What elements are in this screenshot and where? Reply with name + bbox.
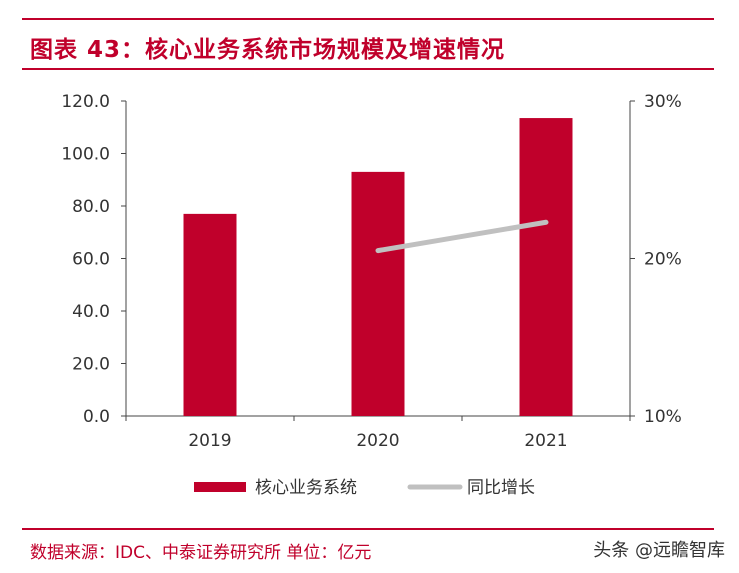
chart-legend: 核心业务系统 同比增长 <box>194 478 535 498</box>
watermark: 头条 @远瞻智库 <box>593 540 725 561</box>
left-axis-tick-label: 60.0 <box>72 250 110 270</box>
left-axis-tick-label: 20.0 <box>72 355 110 375</box>
x-axis-tick-label: 2020 <box>356 431 399 451</box>
title-rule <box>22 68 714 70</box>
right-axis-tick-label: 10% <box>644 407 682 427</box>
x-axis-tick-label: 2021 <box>524 431 567 451</box>
chart-bars <box>183 118 573 416</box>
top-rule <box>22 18 714 20</box>
left-axis-tick-label: 0.0 <box>83 407 110 427</box>
bar <box>351 171 405 416</box>
footer-rule <box>22 528 714 530</box>
page-title: 图表 43：核心业务系统市场规模及增速情况 <box>30 37 506 63</box>
left-axis-tick-label: 80.0 <box>72 197 110 217</box>
bar <box>183 213 237 416</box>
x-axis-tick-label: 2019 <box>188 431 231 451</box>
left-axis-tick-label: 100.0 <box>61 145 110 165</box>
legend-label-line: 同比增长 <box>467 478 535 498</box>
left-axis-tick-label: 40.0 <box>72 302 110 322</box>
chart-ticks: 0.0 20.0 40.0 60.0 80.0 100.0 120.0 10% 20% 30% 20… <box>61 92 681 451</box>
left-axis-tick-label: 120.0 <box>61 92 110 112</box>
chart-lines <box>375 219 549 254</box>
right-axis-tick-label: 20% <box>644 250 682 270</box>
right-axis-tick-label: 30% <box>644 92 682 112</box>
source-note: 数据来源：IDC、中泰证券研究所 单位：亿元 <box>30 543 372 563</box>
legend-swatch-bar <box>194 482 246 492</box>
growth-line <box>375 219 549 254</box>
legend-label-bar: 核心业务系统 <box>255 478 357 498</box>
bar <box>519 118 573 416</box>
